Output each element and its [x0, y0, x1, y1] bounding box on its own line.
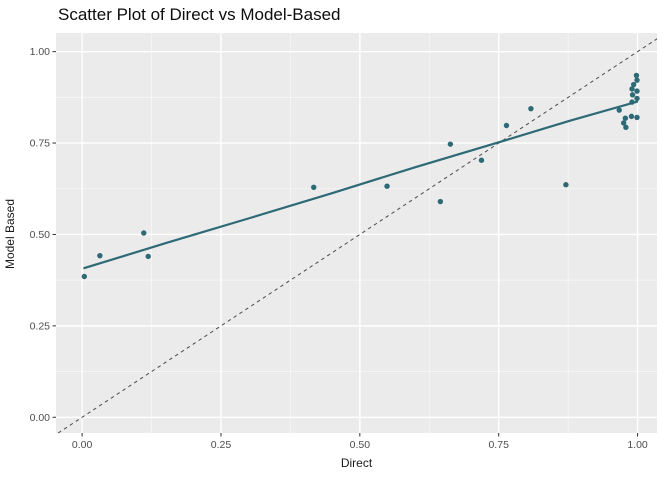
x-tick-label: 0.50	[350, 439, 371, 451]
data-point	[616, 107, 622, 113]
y-tick-label: 0.00	[30, 412, 51, 424]
data-point	[311, 184, 317, 190]
data-point	[97, 252, 103, 259]
data-point	[620, 120, 627, 126]
data-point	[437, 198, 444, 205]
data-point	[478, 157, 485, 163]
data-point	[628, 113, 635, 120]
y-tick-label: 0.75	[30, 138, 51, 150]
x-tick-label: 0.25	[211, 439, 232, 451]
x-tick-label: 1.00	[627, 439, 648, 451]
panel-background	[56, 33, 657, 433]
y-tick-label: 0.25	[30, 320, 51, 332]
y-tick-label: 0.50	[30, 229, 51, 241]
chart-title: Scatter Plot of Direct vs Model-Based	[58, 5, 341, 24]
x-axis-label: Direct	[340, 456, 373, 470]
data-point	[528, 105, 534, 112]
trend-line	[83, 100, 639, 270]
data-point	[622, 115, 629, 121]
data-point	[145, 253, 151, 260]
data-point	[629, 92, 636, 98]
data-point	[623, 124, 629, 131]
data-point	[141, 230, 147, 236]
x-tick-label: 0.00	[72, 439, 93, 451]
data-point	[633, 72, 640, 79]
data-point	[634, 95, 640, 102]
y-axis-label: Model Based	[3, 198, 17, 270]
data-point	[447, 141, 454, 147]
data-point	[629, 86, 635, 92]
data-point	[630, 81, 637, 88]
data-point	[634, 114, 640, 121]
x-tick-label: 0.75	[488, 439, 509, 451]
data-point	[563, 182, 569, 188]
data-point	[81, 273, 88, 280]
y-tick-label: 1.00	[30, 46, 51, 58]
identity-dashed-line	[57, 38, 658, 434]
data-point	[629, 99, 635, 105]
data-point	[503, 122, 510, 129]
data-point	[634, 77, 640, 83]
data-point	[384, 183, 390, 189]
data-point	[634, 88, 640, 94]
